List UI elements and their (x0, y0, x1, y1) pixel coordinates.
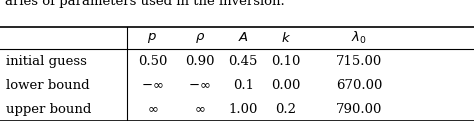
Text: 790.00: 790.00 (336, 102, 383, 116)
Text: 0.2: 0.2 (275, 102, 296, 116)
Text: 0.10: 0.10 (271, 54, 301, 68)
Text: $p$: $p$ (147, 31, 157, 45)
Text: 0.50: 0.50 (138, 54, 167, 68)
Text: 670.00: 670.00 (336, 79, 383, 91)
Text: $\infty$: $\infty$ (194, 102, 206, 116)
Text: initial guess: initial guess (6, 54, 87, 68)
Text: 0.45: 0.45 (228, 54, 258, 68)
Text: 1.00: 1.00 (228, 102, 258, 116)
Text: $\rho$: $\rho$ (195, 31, 205, 45)
Text: 0.1: 0.1 (233, 79, 254, 91)
Text: 715.00: 715.00 (336, 54, 383, 68)
Text: $A$: $A$ (238, 31, 248, 44)
Text: lower bound: lower bound (6, 79, 89, 91)
Text: upper bound: upper bound (6, 102, 91, 116)
Text: 0.00: 0.00 (271, 79, 301, 91)
Text: $-\infty$: $-\infty$ (141, 79, 164, 91)
Text: aries of parameters used in the inversion.: aries of parameters used in the inversio… (5, 0, 284, 8)
Text: 0.90: 0.90 (185, 54, 215, 68)
Text: $\lambda_0$: $\lambda_0$ (351, 30, 367, 46)
Text: $-\infty$: $-\infty$ (189, 79, 211, 91)
Text: $\infty$: $\infty$ (146, 102, 158, 116)
Text: $k$: $k$ (281, 31, 291, 45)
